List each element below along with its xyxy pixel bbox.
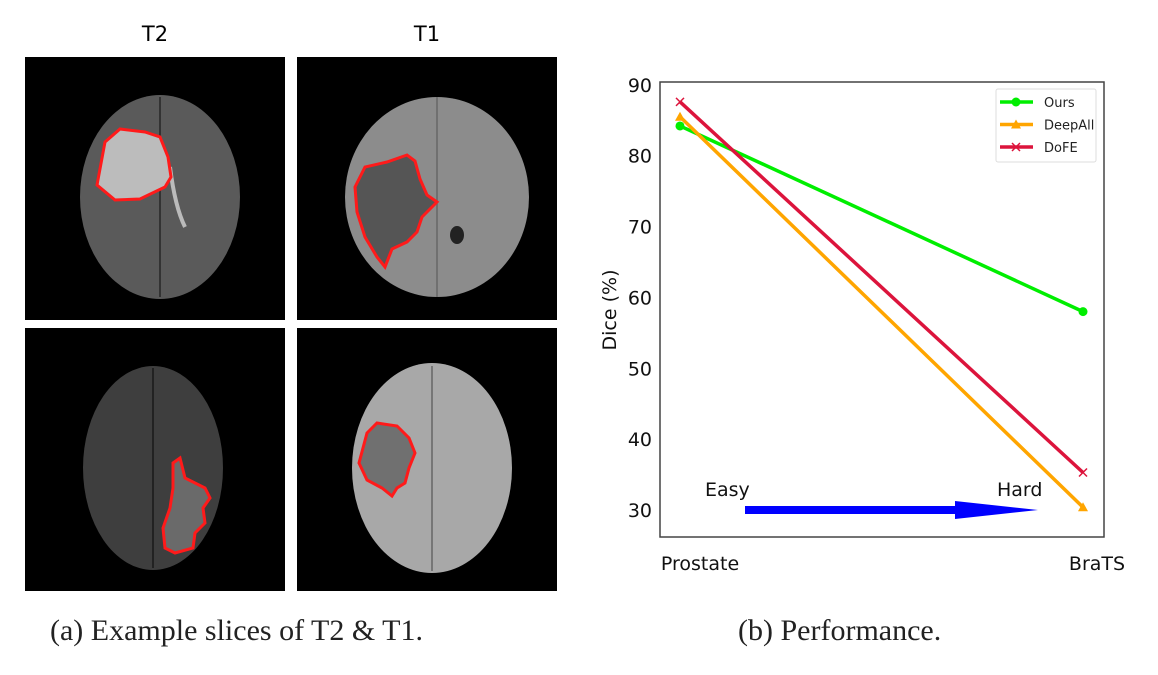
y-tick-label: 90 xyxy=(628,75,652,97)
difficulty-arrow xyxy=(745,501,1038,519)
series-dofe xyxy=(675,97,1088,478)
y-tick-label: 80 xyxy=(628,146,652,168)
t1-slice-bottom xyxy=(297,328,557,591)
tumor-contour xyxy=(357,421,417,499)
series-ours xyxy=(675,121,1088,317)
y-tick-label: 30 xyxy=(628,500,652,522)
series-line xyxy=(679,124,1084,314)
y-tick-label: 70 xyxy=(628,217,652,239)
column-title-t2: T2 xyxy=(141,22,169,46)
tumor-contour xyxy=(161,455,212,555)
series-line xyxy=(678,100,1085,474)
t1-slice-top xyxy=(297,57,557,320)
data-point xyxy=(1078,502,1088,512)
column-title-t1: T1 xyxy=(413,22,441,46)
legend: Ours DeepAll DoFE xyxy=(995,88,1097,163)
y-tick-label: 50 xyxy=(628,358,652,380)
hard-label: Hard xyxy=(997,479,1042,501)
legend-label: DeepAll xyxy=(1044,119,1094,134)
legend-item: DeepAll xyxy=(1000,119,1094,134)
data-point xyxy=(1011,119,1021,129)
y-tick-label: 60 xyxy=(628,287,652,309)
legend-label: DoFE xyxy=(1044,141,1078,156)
caption-a: (a) Example slices of T2 & T1. xyxy=(50,614,423,647)
legend-label: Ours xyxy=(1044,96,1075,111)
tumor-contour xyxy=(95,127,173,202)
series-line xyxy=(678,115,1085,509)
x-tick-label: Prostate xyxy=(661,553,739,575)
data-point xyxy=(1011,97,1021,107)
data-point xyxy=(1011,142,1021,152)
easy-label: Easy xyxy=(705,479,750,501)
data-point xyxy=(675,121,685,131)
y-tick-label: 40 xyxy=(628,429,652,451)
legend-item: DoFE xyxy=(1000,141,1078,156)
data-point xyxy=(675,111,685,121)
data-point xyxy=(1078,307,1088,317)
tumor-contour xyxy=(353,153,440,270)
legend-item: Ours xyxy=(1000,96,1075,111)
data-point xyxy=(675,97,685,107)
t2-slice-top xyxy=(25,57,285,320)
y-axis-label: Dice (%) xyxy=(599,270,621,351)
x-tick-label: BraTS xyxy=(1069,553,1125,575)
caption-b: (b) Performance. xyxy=(738,614,942,647)
series-deepall xyxy=(675,111,1088,512)
t2-slice-bottom xyxy=(25,328,285,591)
data-point xyxy=(1078,467,1088,478)
